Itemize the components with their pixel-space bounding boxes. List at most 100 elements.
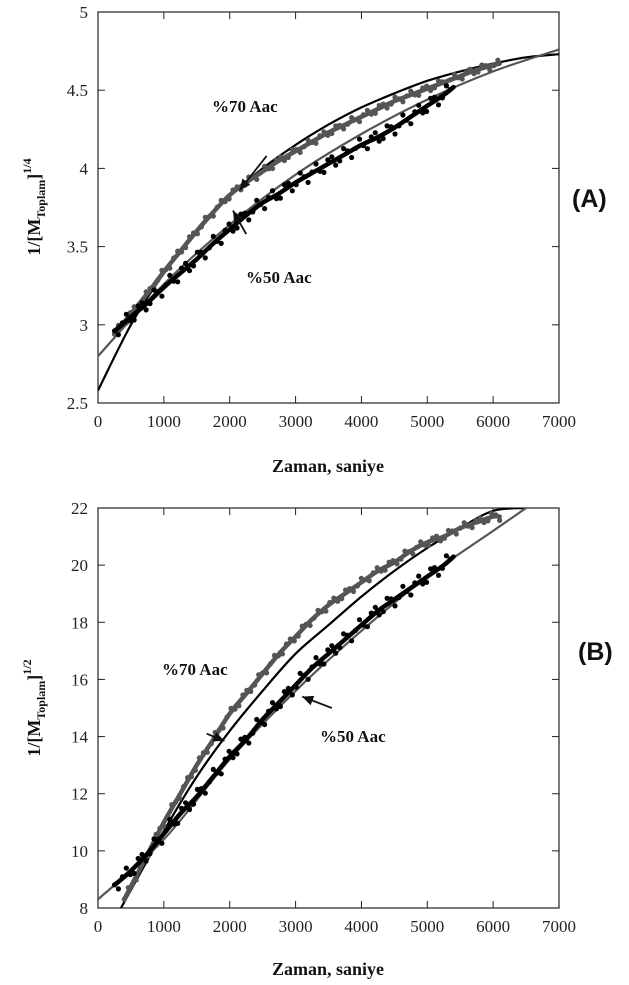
data-point-70-aac (477, 515, 483, 521)
plot-frame-b (97, 507, 560, 909)
data-point-50-aac (202, 255, 208, 261)
data-point-50-aac (392, 131, 398, 137)
data-point-70-aac (220, 725, 226, 731)
data-point-50-aac (242, 734, 248, 741)
x-tick-label: 7000 (542, 917, 576, 936)
data-point-50-aac (285, 180, 291, 186)
data-point-50-aac (139, 300, 145, 306)
data-point-50-aac (293, 684, 299, 690)
data-point-50-aac (218, 771, 224, 777)
data-point-70-aac (317, 133, 323, 139)
data-point-70-aac (179, 249, 185, 255)
x-tick-label: 4000 (344, 412, 378, 431)
y-tick-label: 12 (71, 785, 88, 804)
x-tick-label: 3000 (279, 917, 313, 936)
data-point-50-aac (412, 580, 418, 586)
data-point-50-aac (254, 716, 260, 723)
data-point-70-aac (256, 672, 262, 678)
fit-curve-70-aac (98, 53, 559, 391)
data-point-50-aac (321, 169, 327, 175)
data-series-50-aac (112, 84, 456, 334)
data-point-50-aac (333, 162, 339, 168)
data-point-50-aac (376, 612, 382, 618)
data-point-50-aac (400, 583, 406, 589)
data-point-70-aac (463, 69, 469, 75)
data-point-50-aac (345, 148, 351, 154)
data-point-70-aac (469, 525, 475, 531)
data-point-50-aac (289, 188, 295, 194)
data-point-50-aac (428, 95, 434, 101)
data-point-70-aac (285, 154, 291, 161)
y-tick-label: 2.5 (67, 394, 88, 413)
data-point-70-aac (400, 99, 406, 105)
data-point-50-aac (420, 581, 426, 587)
x-tick-label: 2000 (213, 917, 247, 936)
data-point-70-aac (305, 137, 311, 143)
data-point-50-aac (143, 307, 149, 313)
data-point-70-aac (408, 88, 414, 94)
data-point-50-aac (230, 755, 236, 761)
data-point-70-aac (426, 542, 432, 548)
data-point-70-aac (254, 176, 260, 182)
data-point-70-aac (420, 85, 426, 91)
annotation-70-aac-a: %70 Aac (212, 97, 278, 116)
data-point-50-aac (447, 556, 453, 562)
data-point-50-aac (368, 610, 374, 616)
data-point-70-aac (264, 670, 270, 676)
data-point-50-aac (352, 627, 359, 634)
data-point-70-aac (433, 533, 440, 539)
data-point-50-aac (250, 730, 256, 736)
data-point-50-aac (234, 751, 240, 757)
data-point-50-aac (293, 182, 299, 188)
data-point-50-aac (171, 821, 177, 827)
data-point-50-aac (439, 565, 445, 571)
data-point-50-aac (210, 766, 216, 773)
x-tick-label: 7000 (542, 412, 576, 431)
x-tick-label: 1000 (147, 412, 181, 431)
data-point-70-aac (457, 525, 463, 531)
data-point-50-aac (388, 124, 394, 130)
data-point-50-aac (123, 865, 129, 871)
data-point-70-aac (200, 750, 206, 756)
data-point-50-aac (167, 816, 173, 823)
data-point-70-aac (368, 111, 374, 117)
data-point-70-aac (240, 692, 246, 698)
data-point-50-aac (218, 240, 224, 246)
data-point-70-aac (181, 784, 187, 790)
plot-frame-a (97, 11, 560, 404)
data-point-70-aac (453, 531, 459, 537)
data-point-70-aac (392, 94, 398, 100)
data-point-50-aac (155, 836, 161, 843)
data-point-50-aac (439, 95, 445, 101)
y-tick-label: 16 (71, 670, 88, 689)
data-point-50-aac (333, 650, 339, 656)
panel-label-a: (A) (572, 185, 607, 213)
data-point-70-aac (497, 517, 503, 524)
data-point-70-aac (449, 528, 455, 534)
data-point-70-aac (487, 67, 493, 73)
data-point-50-aac (435, 572, 442, 578)
data-point-70-aac (364, 107, 370, 113)
data-point-50-aac (151, 287, 157, 293)
data-point-70-aac (384, 105, 390, 111)
data-point-50-aac (309, 664, 315, 670)
x-tick-label: 5000 (410, 917, 444, 936)
data-point-50-aac (396, 594, 402, 601)
data-point-70-aac (291, 638, 297, 644)
data-point-70-aac (321, 129, 327, 135)
data-point-70-aac (386, 559, 392, 565)
annotation-50-aac-b: %50 Aac (320, 727, 386, 746)
data-point-70-aac (406, 549, 412, 555)
data-point-70-aac (167, 265, 173, 271)
data-series-70-aac (122, 513, 502, 902)
data-point-70-aac (267, 661, 274, 667)
x-tick-label: 3000 (279, 412, 313, 431)
fit-curve-50-aac (98, 48, 559, 357)
data-point-70-aac (301, 144, 307, 150)
data-point-70-aac (341, 126, 347, 132)
data-point-50-aac (313, 161, 319, 167)
data-point-70-aac (188, 774, 195, 780)
data-point-70-aac (186, 234, 193, 240)
data-point-50-aac (179, 805, 185, 812)
